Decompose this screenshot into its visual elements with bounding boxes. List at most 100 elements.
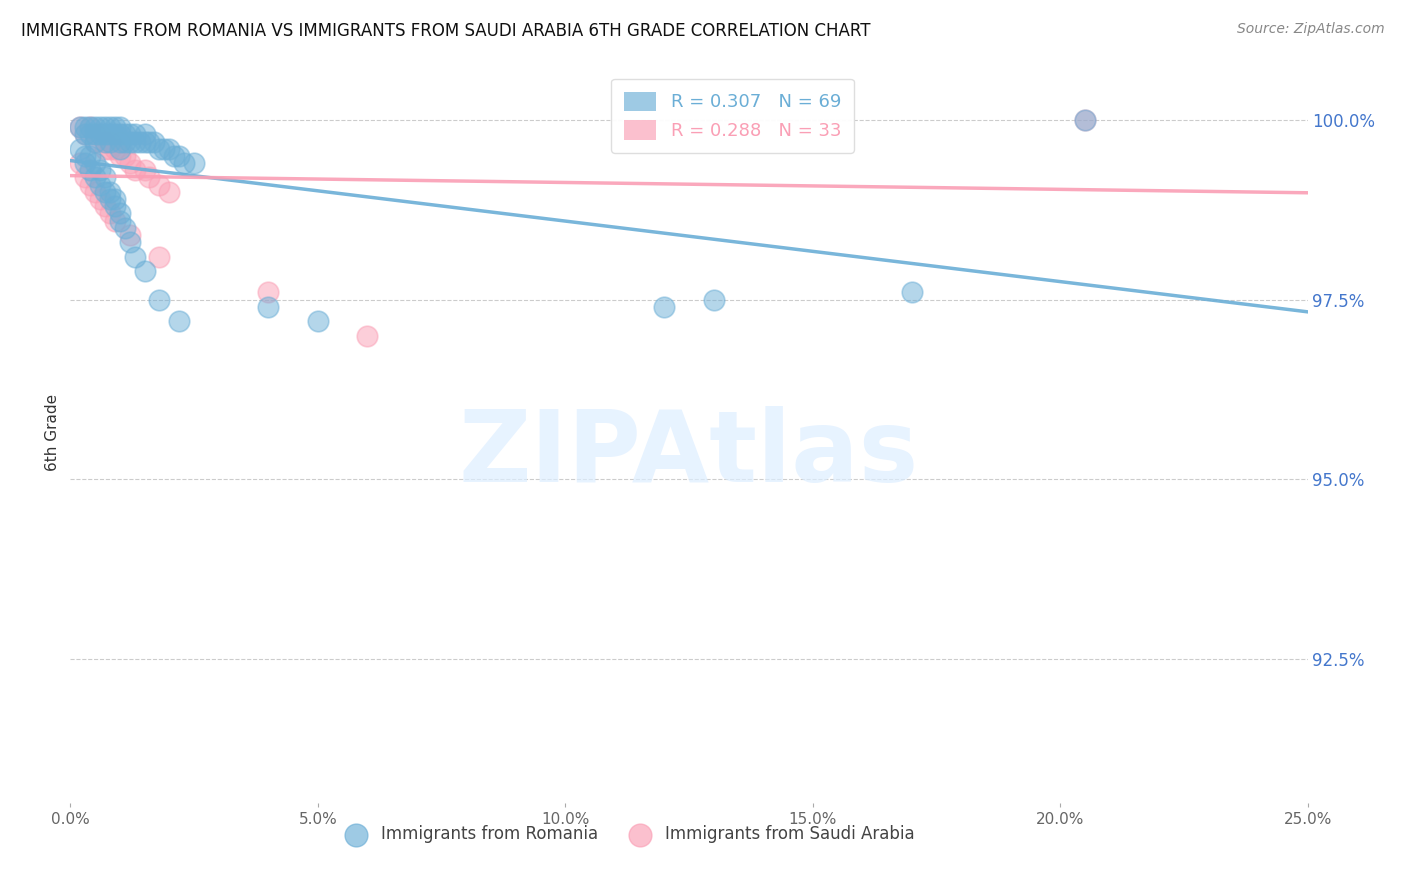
Point <box>134 163 156 178</box>
Point <box>98 135 121 149</box>
Point <box>104 142 127 156</box>
Point <box>94 142 117 156</box>
Point <box>89 120 111 135</box>
Point <box>108 120 131 135</box>
Point <box>98 128 121 142</box>
Point <box>148 293 170 307</box>
Point <box>900 285 922 300</box>
Point <box>84 120 107 135</box>
Point <box>89 128 111 142</box>
Point <box>98 120 121 135</box>
Point <box>69 142 91 156</box>
Point <box>153 142 176 156</box>
Text: Source: ZipAtlas.com: Source: ZipAtlas.com <box>1237 22 1385 37</box>
Point <box>118 135 141 149</box>
Point <box>69 120 91 135</box>
Point <box>98 142 121 156</box>
Point <box>75 170 97 185</box>
Y-axis label: 6th Grade: 6th Grade <box>45 394 60 471</box>
Point <box>124 163 146 178</box>
Point <box>114 149 136 163</box>
Point <box>148 178 170 192</box>
Point <box>79 128 101 142</box>
Point <box>163 149 186 163</box>
Point <box>84 128 107 142</box>
Point <box>138 170 160 185</box>
Point <box>108 149 131 163</box>
Point <box>98 135 121 149</box>
Point <box>104 213 127 227</box>
Point <box>94 185 117 199</box>
Point <box>69 156 91 170</box>
Point <box>94 135 117 149</box>
Point <box>124 250 146 264</box>
Point <box>124 128 146 142</box>
Point <box>79 149 101 163</box>
Point <box>89 178 111 192</box>
Point <box>167 149 190 163</box>
Text: IMMIGRANTS FROM ROMANIA VS IMMIGRANTS FROM SAUDI ARABIA 6TH GRADE CORRELATION CH: IMMIGRANTS FROM ROMANIA VS IMMIGRANTS FR… <box>21 22 870 40</box>
Point <box>356 328 378 343</box>
Legend: Immigrants from Romania, Immigrants from Saudi Arabia: Immigrants from Romania, Immigrants from… <box>333 819 921 850</box>
Point <box>157 142 180 156</box>
Point <box>114 220 136 235</box>
Point <box>134 264 156 278</box>
Point <box>134 128 156 142</box>
Point <box>173 156 195 170</box>
Point <box>108 128 131 142</box>
Point <box>257 300 280 314</box>
Point <box>98 192 121 206</box>
Point <box>104 199 127 213</box>
Point <box>183 156 205 170</box>
Point <box>104 120 127 135</box>
Point <box>94 120 117 135</box>
Point <box>114 135 136 149</box>
Point <box>89 192 111 206</box>
Point <box>167 314 190 328</box>
Point <box>94 170 117 185</box>
Point <box>118 227 141 242</box>
Point <box>89 128 111 142</box>
Point <box>75 120 97 135</box>
Point <box>108 135 131 149</box>
Point <box>69 120 91 135</box>
Point <box>84 135 107 149</box>
Point <box>134 135 156 149</box>
Point <box>138 135 160 149</box>
Point <box>124 135 146 149</box>
Point <box>104 128 127 142</box>
Point <box>148 250 170 264</box>
Point <box>79 120 101 135</box>
Point <box>104 192 127 206</box>
Point <box>307 314 329 328</box>
Point <box>89 163 111 178</box>
Point <box>75 149 97 163</box>
Point <box>79 163 101 178</box>
Point <box>84 128 107 142</box>
Point <box>84 185 107 199</box>
Point <box>703 293 725 307</box>
Point <box>143 135 166 149</box>
Point <box>94 128 117 142</box>
Point <box>108 135 131 149</box>
Point <box>75 156 97 170</box>
Point <box>128 135 150 149</box>
Point <box>79 178 101 192</box>
Point <box>257 285 280 300</box>
Point <box>118 235 141 249</box>
Point <box>652 300 675 314</box>
Point <box>1074 112 1097 127</box>
Point <box>108 213 131 227</box>
Point <box>114 128 136 142</box>
Point <box>108 206 131 220</box>
Point <box>108 142 131 156</box>
Point <box>98 185 121 199</box>
Point <box>1074 112 1097 127</box>
Point <box>84 170 107 185</box>
Point <box>94 199 117 213</box>
Point <box>94 135 117 149</box>
Point <box>75 128 97 142</box>
Point <box>157 185 180 199</box>
Point <box>84 156 107 170</box>
Point <box>118 128 141 142</box>
